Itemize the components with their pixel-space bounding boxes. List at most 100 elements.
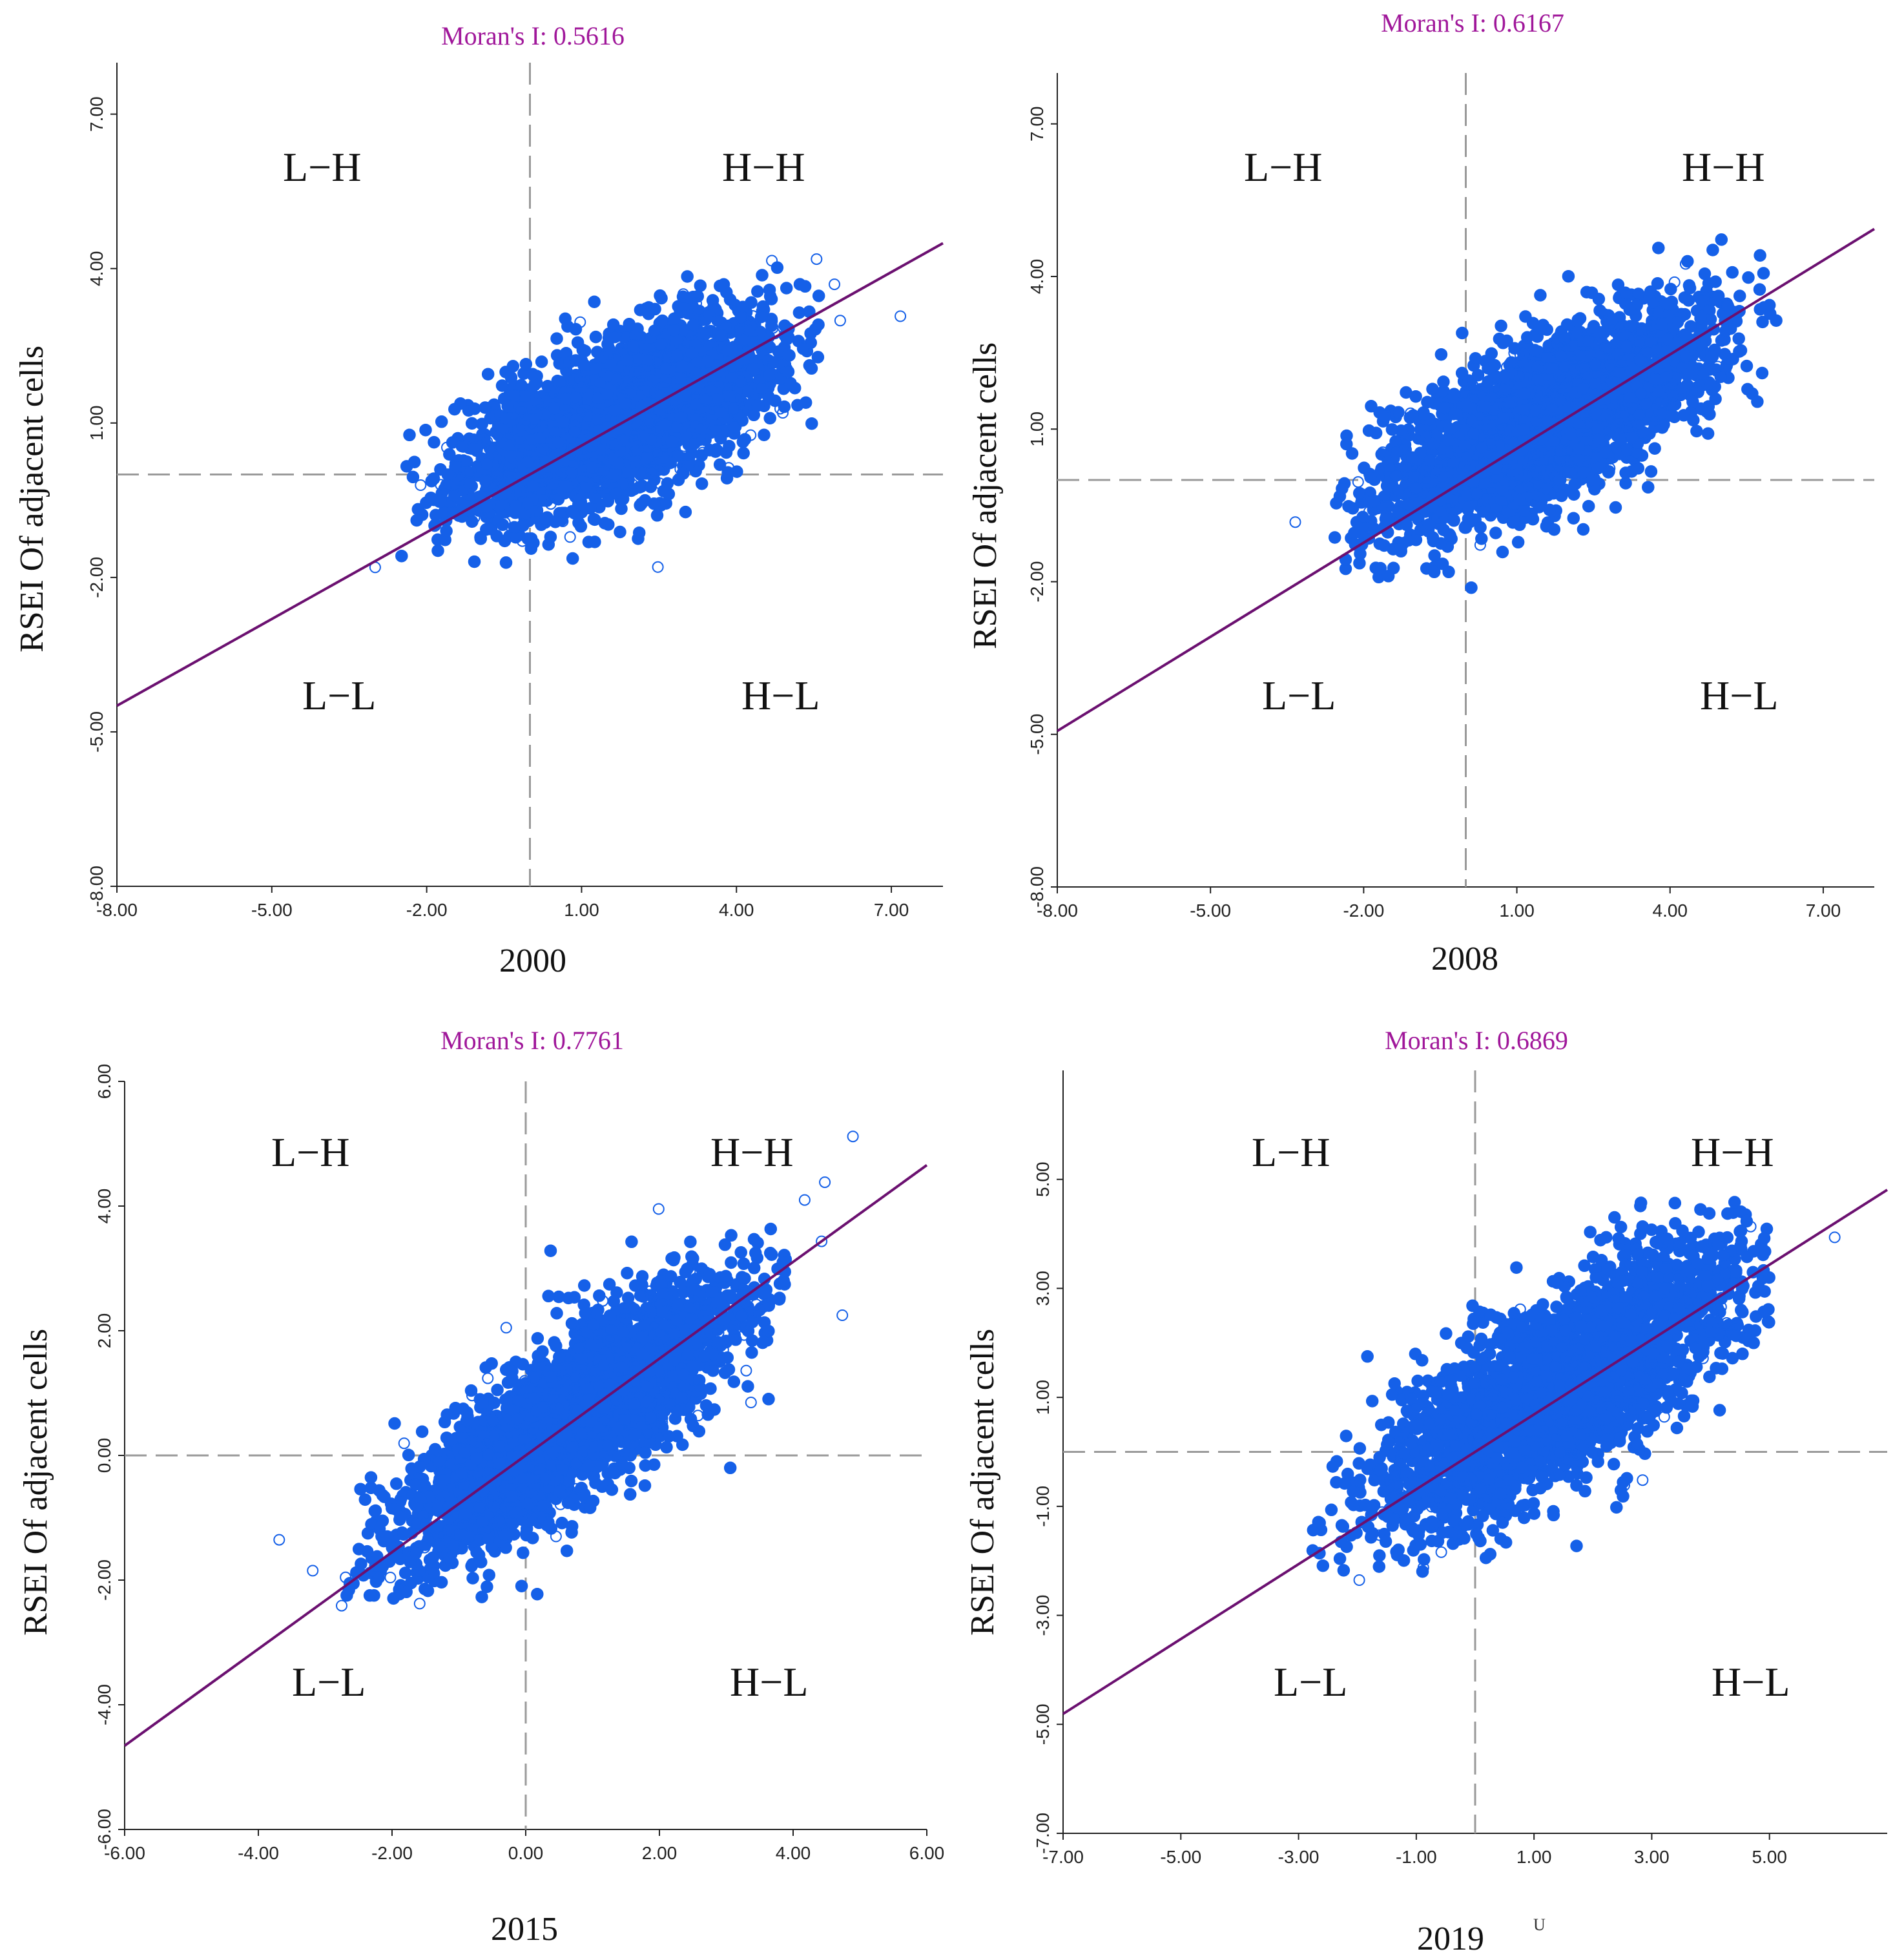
scatter-point: [505, 451, 517, 463]
scatter-point: [757, 301, 769, 313]
scatter-point: [581, 481, 592, 493]
scatter-point: [430, 509, 442, 521]
scatter-point: [1568, 512, 1579, 524]
x-tick-label: 1.00: [1499, 901, 1535, 921]
scatter-point: [428, 437, 440, 448]
scatter-point: [566, 466, 577, 478]
scatter-point: [479, 402, 491, 413]
scatter-point: [715, 407, 727, 419]
x-tick-label: 1.00: [564, 900, 599, 920]
scatter-point: [634, 527, 645, 539]
x-tick-label: -2.00: [1343, 901, 1384, 921]
quadrant-label-high-high: H−H: [722, 143, 805, 191]
scatter-point: [727, 403, 739, 415]
scatter-point: [1594, 305, 1606, 317]
scatter-point: [508, 390, 520, 401]
scatter-point: [1456, 328, 1468, 339]
scatter-point: [404, 429, 415, 441]
scatter-point: [510, 500, 521, 512]
scatter-point: [704, 444, 716, 456]
scatter-point: [800, 280, 811, 292]
scatter-point: [469, 556, 481, 568]
scatter-point: [710, 425, 721, 437]
scatter-point: [1473, 370, 1484, 381]
scatter-point: [687, 347, 698, 359]
scatter-point: [1343, 501, 1354, 512]
scatter-point: [1495, 320, 1507, 332]
scatter-point: [1583, 501, 1595, 512]
scatter-point: [1707, 244, 1719, 256]
scatter-point: [481, 501, 492, 512]
scatter-point: [813, 290, 825, 302]
scatter-point: [561, 481, 573, 492]
scatter-point: [527, 481, 539, 492]
scatter-point: [436, 495, 448, 507]
scatter-point: [1330, 497, 1342, 509]
y-tick-label: 4.00: [1027, 259, 1047, 295]
scatter-point: [599, 517, 611, 529]
scatter-point: [695, 424, 707, 435]
scatter-point: [722, 344, 734, 356]
scatter-point: [654, 290, 666, 302]
scatter-point: [449, 404, 460, 415]
scatter-point: [464, 478, 475, 490]
scatter-outlier: [415, 480, 426, 490]
y-tick-label: -2.00: [1027, 561, 1047, 603]
scatter-point: [502, 401, 513, 412]
scatter-point: [501, 557, 512, 568]
scatter-point: [606, 359, 617, 370]
scatter-point: [567, 553, 579, 565]
scatter-point: [1586, 287, 1598, 298]
scatter-point: [601, 388, 613, 400]
scatter-point: [674, 373, 686, 384]
scatter-point: [590, 493, 601, 505]
scatter-point: [466, 516, 478, 527]
scatter-point: [1562, 271, 1574, 282]
scatter-point: [726, 372, 738, 384]
scatter-point: [411, 515, 422, 526]
scatter-point: [570, 426, 581, 437]
scatter-point: [681, 271, 693, 282]
x-tick-label: 4.00: [719, 900, 754, 920]
scatter-point: [466, 417, 478, 429]
scatter-point: [764, 412, 776, 424]
scatter-point: [1365, 401, 1377, 412]
scatter-point: [559, 313, 571, 324]
scatter-point: [1733, 333, 1744, 344]
scatter-point: [442, 469, 453, 481]
scatter-point: [1649, 443, 1661, 454]
x-tick-label: 4.00: [1653, 901, 1688, 921]
scatter-point: [679, 506, 691, 518]
scatter-point: [785, 377, 796, 389]
quadrant-label-low-high: L−H: [283, 143, 361, 191]
scatter-point: [673, 474, 685, 486]
scatter-point: [544, 531, 556, 543]
scatter-point: [497, 380, 508, 391]
scatter-point: [551, 333, 563, 344]
scatter-point: [396, 550, 408, 562]
scatter-point: [756, 382, 768, 394]
scatter-point: [1726, 267, 1738, 278]
scatter-point: [1648, 297, 1659, 308]
scatter-point: [588, 296, 600, 307]
scatter-point: [667, 436, 678, 448]
x-tick-label: -5.00: [251, 900, 293, 920]
scatter-point: [752, 286, 763, 297]
scatter-point: [743, 324, 755, 336]
scatter-point: [655, 338, 667, 350]
scatter-point: [1407, 410, 1419, 421]
scatter-point: [1696, 295, 1708, 306]
x-tick-label: -2.00: [406, 900, 448, 920]
scatter-outlier: [895, 311, 905, 322]
scatter-point: [1754, 249, 1766, 261]
scatter-point: [425, 492, 437, 504]
scatter-point: [1743, 272, 1754, 284]
scatter-point: [557, 417, 569, 428]
scatter-point: [552, 437, 564, 448]
scatter-point: [676, 411, 687, 423]
scatter-point: [1702, 428, 1714, 439]
scatter-point: [507, 360, 519, 372]
scatter-point: [436, 416, 448, 428]
